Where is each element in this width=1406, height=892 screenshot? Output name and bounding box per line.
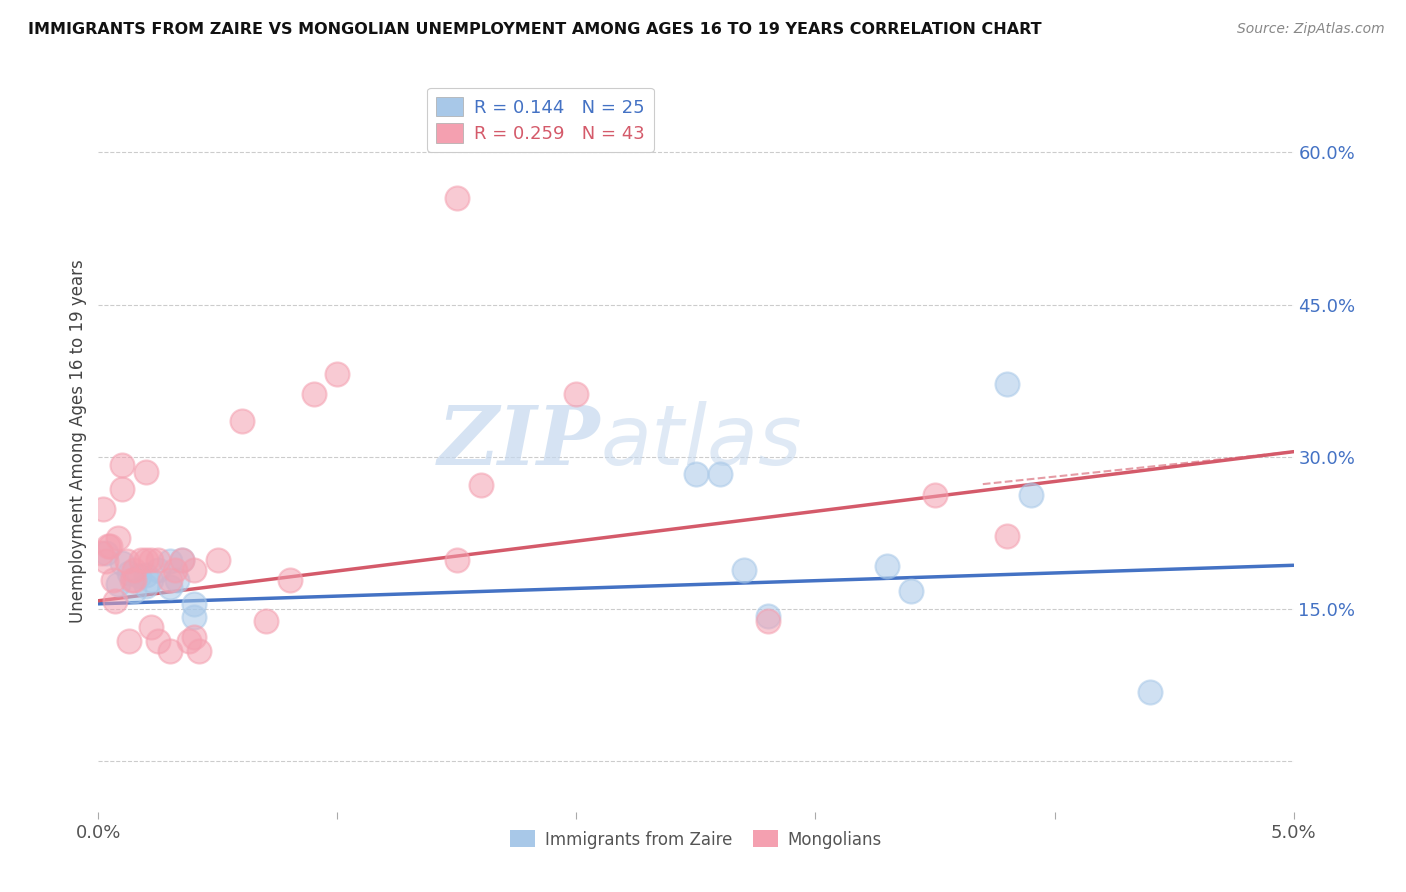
- Point: [172, 553, 194, 567]
- Point: [107, 576, 129, 591]
- Point: [159, 554, 181, 568]
- Point: [995, 376, 1018, 391]
- Point: [148, 563, 170, 577]
- Point: [183, 597, 205, 611]
- Point: [111, 482, 134, 496]
- Point: [207, 553, 229, 567]
- Point: [733, 563, 755, 577]
- Point: [111, 458, 134, 472]
- Point: [124, 583, 146, 598]
- Point: [111, 556, 134, 570]
- Point: [124, 563, 146, 577]
- Point: [118, 566, 141, 581]
- Point: [1139, 685, 1161, 699]
- Text: IMMIGRANTS FROM ZAIRE VS MONGOLIAN UNEMPLOYMENT AMONG AGES 16 TO 19 YEARS CORREL: IMMIGRANTS FROM ZAIRE VS MONGOLIAN UNEMP…: [28, 22, 1042, 37]
- Text: atlas: atlas: [600, 401, 801, 482]
- Point: [709, 467, 731, 481]
- Point: [876, 559, 898, 574]
- Point: [756, 614, 779, 628]
- Point: [166, 574, 188, 588]
- Point: [231, 414, 253, 428]
- Point: [101, 574, 124, 588]
- Point: [135, 553, 157, 567]
- Point: [91, 502, 114, 516]
- Point: [159, 580, 181, 594]
- Point: [94, 546, 117, 560]
- Point: [139, 553, 162, 567]
- Point: [179, 634, 201, 648]
- Point: [163, 563, 186, 577]
- Point: [159, 574, 181, 588]
- Point: [254, 614, 277, 628]
- Point: [278, 574, 301, 588]
- Point: [118, 634, 141, 648]
- Point: [128, 569, 150, 583]
- Point: [107, 531, 129, 545]
- Legend: Immigrants from Zaire, Mongolians: Immigrants from Zaire, Mongolians: [503, 823, 889, 855]
- Point: [183, 563, 205, 577]
- Point: [148, 634, 170, 648]
- Point: [139, 574, 162, 588]
- Point: [900, 583, 922, 598]
- Point: [135, 578, 157, 592]
- Point: [446, 191, 468, 205]
- Point: [135, 465, 157, 479]
- Point: [172, 553, 194, 567]
- Point: [183, 610, 205, 624]
- Point: [924, 488, 946, 502]
- Point: [756, 609, 779, 624]
- Point: [685, 467, 707, 481]
- Point: [90, 546, 112, 560]
- Point: [326, 367, 349, 381]
- Point: [1019, 488, 1042, 502]
- Y-axis label: Unemployment Among Ages 16 to 19 years: Unemployment Among Ages 16 to 19 years: [69, 260, 87, 624]
- Point: [159, 644, 181, 658]
- Point: [302, 387, 325, 401]
- Point: [124, 574, 146, 588]
- Point: [148, 553, 170, 567]
- Point: [115, 554, 138, 568]
- Point: [94, 554, 117, 568]
- Point: [995, 529, 1018, 543]
- Point: [104, 594, 127, 608]
- Point: [98, 539, 122, 553]
- Point: [131, 553, 153, 567]
- Text: Source: ZipAtlas.com: Source: ZipAtlas.com: [1237, 22, 1385, 37]
- Point: [187, 644, 209, 658]
- Point: [121, 574, 143, 588]
- Point: [135, 568, 157, 582]
- Point: [446, 553, 468, 567]
- Point: [183, 630, 205, 644]
- Point: [139, 620, 162, 634]
- Text: ZIP: ZIP: [437, 401, 600, 482]
- Point: [470, 478, 492, 492]
- Point: [97, 539, 120, 553]
- Point: [565, 387, 588, 401]
